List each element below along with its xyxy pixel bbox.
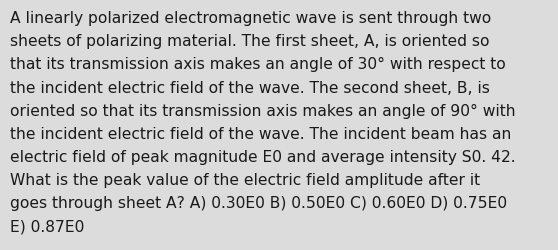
Text: E) 0.87E0: E) 0.87E0 [10,218,84,233]
Text: electric field of peak magnitude E0 and average intensity S0. 42.: electric field of peak magnitude E0 and … [10,149,516,164]
Text: A linearly polarized electromagnetic wave is sent through two: A linearly polarized electromagnetic wav… [10,11,491,26]
Text: the incident electric field of the wave. The second sheet, B, is: the incident electric field of the wave.… [10,80,490,95]
Text: What is the peak value of the electric field amplitude after it: What is the peak value of the electric f… [10,172,480,187]
Text: goes through sheet A? A) 0.30E0 B) 0.50E0 C) 0.60E0 D) 0.75E0: goes through sheet A? A) 0.30E0 B) 0.50E… [10,195,507,210]
Text: oriented so that its transmission axis makes an angle of 90° with: oriented so that its transmission axis m… [10,103,516,118]
Text: sheets of polarizing material. The first sheet, A, is oriented so: sheets of polarizing material. The first… [10,34,489,49]
Text: the incident electric field of the wave. The incident beam has an: the incident electric field of the wave.… [10,126,512,141]
Text: that its transmission axis makes an angle of 30° with respect to: that its transmission axis makes an angl… [10,57,506,72]
